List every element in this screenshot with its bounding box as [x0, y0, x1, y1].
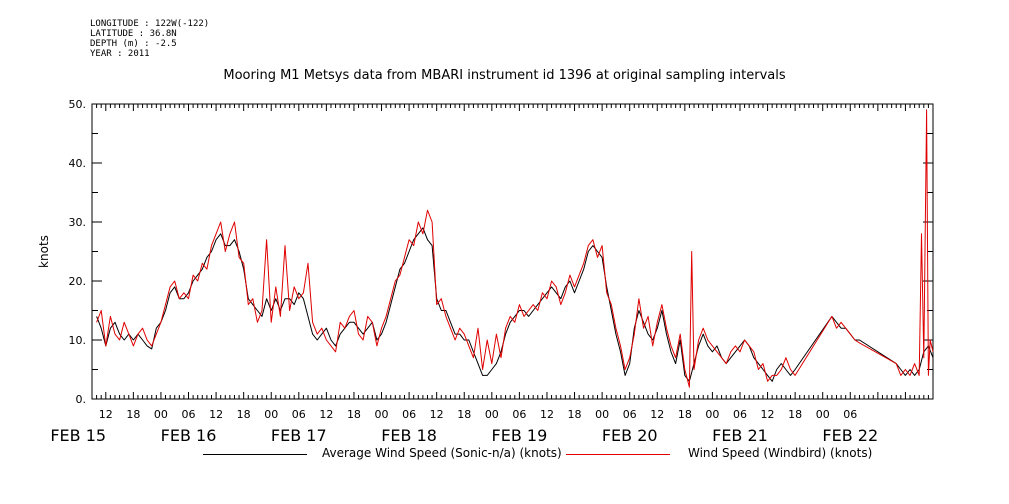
- x-hour-label: 12: [540, 408, 554, 421]
- y-tick-label: 50.: [69, 98, 87, 111]
- x-day-label: FEB 19: [492, 426, 548, 445]
- x-hour-label: 00: [154, 408, 168, 421]
- x-hour-label: 06: [402, 408, 416, 421]
- x-hour-label: 12: [761, 408, 775, 421]
- x-hour-label: 06: [292, 408, 306, 421]
- x-hour-label: 18: [126, 408, 140, 421]
- x-hour-label: 00: [595, 408, 609, 421]
- x-day-label: FEB 21: [712, 426, 768, 445]
- x-day-label: FEB 17: [271, 426, 327, 445]
- y-tick-label: 30.: [69, 216, 87, 229]
- series-line-windbird: [96, 109, 934, 388]
- x-hour-label: 00: [375, 408, 389, 421]
- x-day-label: FEB 18: [381, 426, 437, 445]
- y-axis-label: knots: [37, 235, 51, 268]
- depth-text: DEPTH (m) : -2.5: [90, 39, 177, 49]
- longitude-text: LONGITUDE : 122W(-122): [90, 19, 210, 29]
- x-hour-label: 06: [512, 408, 526, 421]
- x-hour-label: 18: [237, 408, 251, 421]
- x-hour-label: 06: [182, 408, 196, 421]
- x-hour-label: 12: [319, 408, 333, 421]
- x-hour-label: 18: [788, 408, 802, 421]
- x-hour-label: 12: [650, 408, 664, 421]
- x-hour-label: 12: [430, 408, 444, 421]
- x-day-label: FEB 22: [822, 426, 878, 445]
- chart-title: Mooring M1 Metsys data from MBARI instru…: [223, 68, 786, 83]
- plot-frame: [91, 103, 934, 400]
- x-hour-label: 00: [816, 408, 830, 421]
- x-hour-label: 00: [485, 408, 499, 421]
- x-hour-label: 18: [457, 408, 471, 421]
- latitude-text: LATITUDE : 36.8N: [90, 29, 177, 39]
- y-tick-label: 0.: [76, 393, 87, 406]
- legend-label-windbird: Wind Speed (Windbird) (knots): [688, 446, 873, 460]
- x-hour-label: 18: [347, 408, 361, 421]
- x-day-label: FEB 15: [50, 426, 106, 445]
- x-hour-label: 18: [568, 408, 582, 421]
- series-line-average-wind: [96, 227, 934, 382]
- y-tick-label: 20.: [69, 275, 87, 288]
- legend-swatch-windbird: [566, 454, 670, 455]
- x-hour-label: 18: [678, 408, 692, 421]
- x-hour-label: 06: [623, 408, 637, 421]
- y-tick-label: 40.: [69, 157, 87, 170]
- legend-swatch-average: [203, 454, 307, 455]
- x-hour-label: 06: [843, 408, 857, 421]
- legend: Average Wind Speed (Sonic-n/a) (knots) W…: [0, 446, 1009, 466]
- legend-label-average: Average Wind Speed (Sonic-n/a) (knots): [322, 446, 562, 460]
- metadata-block: LONGITUDE : 122W(-122) LATITUDE : 36.8N …: [90, 19, 209, 59]
- year-text: YEAR : 2011: [90, 49, 150, 59]
- x-hour-label: 00: [264, 408, 278, 421]
- x-hour-label: 06: [733, 408, 747, 421]
- x-hour-label: 00: [705, 408, 719, 421]
- x-hour-label: 12: [99, 408, 113, 421]
- x-day-label: FEB 16: [161, 426, 217, 445]
- y-tick-label: 10.: [69, 334, 87, 347]
- x-day-label: FEB 20: [602, 426, 658, 445]
- x-hour-label: 12: [209, 408, 223, 421]
